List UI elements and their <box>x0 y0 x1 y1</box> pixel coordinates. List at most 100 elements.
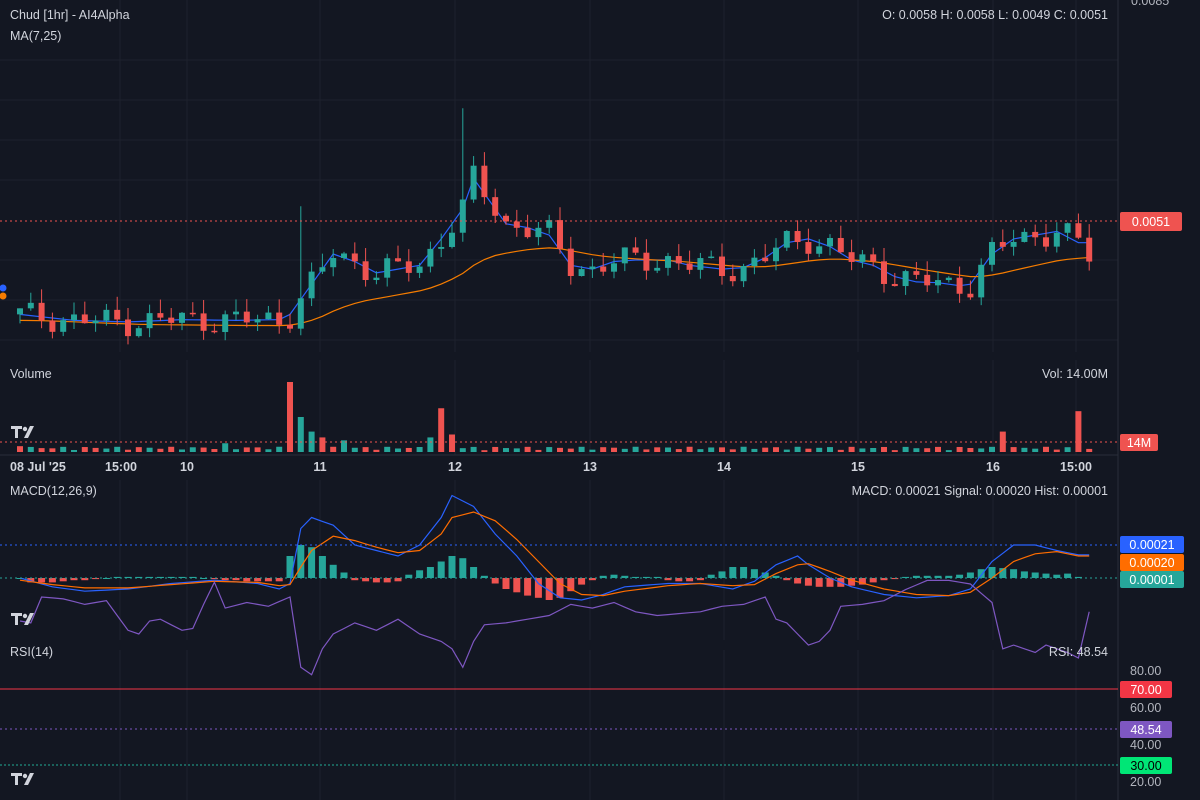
macd-hist-bar-47[interactable] <box>524 578 532 596</box>
volume-bar-42[interactable] <box>470 446 477 452</box>
macd-hist-bar-13[interactable] <box>156 576 164 578</box>
macd-hist-bar-39[interactable] <box>437 561 445 579</box>
volume-bar-62[interactable] <box>686 446 693 452</box>
macd-hist-bar-2[interactable] <box>38 578 46 583</box>
volume-bar-78[interactable] <box>859 448 866 452</box>
macd-hist-bar-79[interactable] <box>869 578 877 583</box>
volume-bar-84[interactable] <box>924 448 931 452</box>
macd-hist-bar-3[interactable] <box>48 578 56 583</box>
volume-bar-97[interactable] <box>1064 447 1071 452</box>
macd-hist-bar-23[interactable] <box>264 578 272 582</box>
candle-body-53[interactable] <box>589 266 596 270</box>
candle-body-37[interactable] <box>416 266 423 273</box>
volume-bar-50[interactable] <box>557 447 563 452</box>
volume-bar-35[interactable] <box>395 448 401 452</box>
macd-hist-bar-62[interactable] <box>686 578 694 582</box>
volume-bar-66[interactable] <box>729 449 736 452</box>
candle-body-19[interactable] <box>222 314 229 333</box>
volume-bar-52[interactable] <box>578 446 585 452</box>
macd-hist-bar-84[interactable] <box>923 575 931 578</box>
volume-bar-43[interactable] <box>481 450 488 452</box>
volume-bar-77[interactable] <box>848 446 855 452</box>
volume-bar-83[interactable] <box>913 448 920 452</box>
candle-body-27[interactable] <box>308 271 315 299</box>
volume-bar-31[interactable] <box>351 447 358 452</box>
volume-bar-98[interactable] <box>1075 411 1082 452</box>
volume-bar-39[interactable] <box>438 408 445 452</box>
macd-hist-bar-77[interactable] <box>848 578 856 586</box>
macd-hist-bar-44[interactable] <box>491 578 499 584</box>
candle-body-13[interactable] <box>157 313 164 318</box>
candle-body-85[interactable] <box>935 280 941 286</box>
candle-body-38[interactable] <box>427 248 434 267</box>
volume-bars[interactable] <box>17 382 1093 452</box>
macd-hist-bar-70[interactable] <box>772 575 780 578</box>
candle-body-81[interactable] <box>891 283 898 287</box>
volume-bar-47[interactable] <box>524 446 531 452</box>
volume-bar-74[interactable] <box>816 447 823 452</box>
volume-bar-95[interactable] <box>1043 446 1049 452</box>
volume-bar-55[interactable] <box>611 447 617 452</box>
macd-hist-bar-31[interactable] <box>351 578 359 581</box>
candle-body-71[interactable] <box>783 231 790 248</box>
candle-body-18[interactable] <box>211 330 218 333</box>
volume-bar-12[interactable] <box>146 447 153 452</box>
macd-hist-bar-46[interactable] <box>513 578 521 593</box>
macd-hist-bar-37[interactable] <box>416 570 424 578</box>
candle-body-61[interactable] <box>675 256 682 264</box>
volume-bar-5[interactable] <box>71 449 77 452</box>
macd-hist-bar-82[interactable] <box>902 576 910 578</box>
volume-bar-57[interactable] <box>632 446 639 452</box>
macd-hist-bar-20[interactable] <box>232 578 240 581</box>
macd-hist-bar-9[interactable] <box>113 576 121 578</box>
candle-body-32[interactable] <box>362 261 369 281</box>
volume-bar-25[interactable] <box>287 382 293 452</box>
candle-body-78[interactable] <box>859 254 866 262</box>
volume-bar-30[interactable] <box>341 440 347 452</box>
macd-hist-bar-67[interactable] <box>740 567 748 578</box>
candle-body-66[interactable] <box>729 276 736 282</box>
macd-hist-bar-64[interactable] <box>707 574 715 578</box>
volume-bar-81[interactable] <box>891 450 898 452</box>
volume-bar-67[interactable] <box>740 446 747 452</box>
macd-hist-bar-74[interactable] <box>815 578 823 587</box>
volume-bar-7[interactable] <box>92 447 99 452</box>
macd-hist-bar-35[interactable] <box>394 578 402 582</box>
volume-bar-3[interactable] <box>49 448 56 452</box>
volume-bar-91[interactable] <box>999 431 1006 452</box>
macd-hist-bar-83[interactable] <box>912 575 920 578</box>
candle-body-99[interactable] <box>1086 237 1093 262</box>
candle-body-60[interactable] <box>665 256 671 268</box>
volume-bar-60[interactable] <box>665 447 671 452</box>
candle-body-91[interactable] <box>999 242 1006 247</box>
candle-body-56[interactable] <box>621 247 628 264</box>
candle-body-93[interactable] <box>1021 231 1028 242</box>
candle-body-59[interactable] <box>654 267 661 271</box>
volume-bar-87[interactable] <box>956 446 963 452</box>
macd-hist-bar-66[interactable] <box>729 567 737 578</box>
macd-hist-bar-41[interactable] <box>459 558 467 578</box>
macd-hist-bar-6[interactable] <box>81 578 89 581</box>
candle-body-75[interactable] <box>827 237 833 247</box>
macd-hist-bar-15[interactable] <box>178 576 186 578</box>
volume-bar-26[interactable] <box>297 417 304 452</box>
candle-body-73[interactable] <box>805 242 812 254</box>
volume-bar-58[interactable] <box>643 449 650 452</box>
candle-body-51[interactable] <box>567 248 574 277</box>
macd-hist-bar-24[interactable] <box>275 578 283 582</box>
macd-hist-bar-51[interactable] <box>567 578 575 592</box>
volume-bar-41[interactable] <box>459 448 466 452</box>
volume-bar-86[interactable] <box>945 450 952 452</box>
candle-body-7[interactable] <box>92 320 99 324</box>
candle-body-20[interactable] <box>233 311 239 315</box>
macd-hist-bar-38[interactable] <box>426 567 434 578</box>
candle-body-52[interactable] <box>578 269 585 277</box>
volume-bar-23[interactable] <box>265 449 272 452</box>
volume-bar-22[interactable] <box>254 447 261 452</box>
candle-body-87[interactable] <box>956 277 963 294</box>
volume-bar-90[interactable] <box>989 446 995 452</box>
candle-body-54[interactable] <box>600 266 607 272</box>
volume-bar-64[interactable] <box>708 447 715 452</box>
volume-bar-48[interactable] <box>535 449 542 452</box>
macd-hist-bar-5[interactable] <box>70 578 78 581</box>
